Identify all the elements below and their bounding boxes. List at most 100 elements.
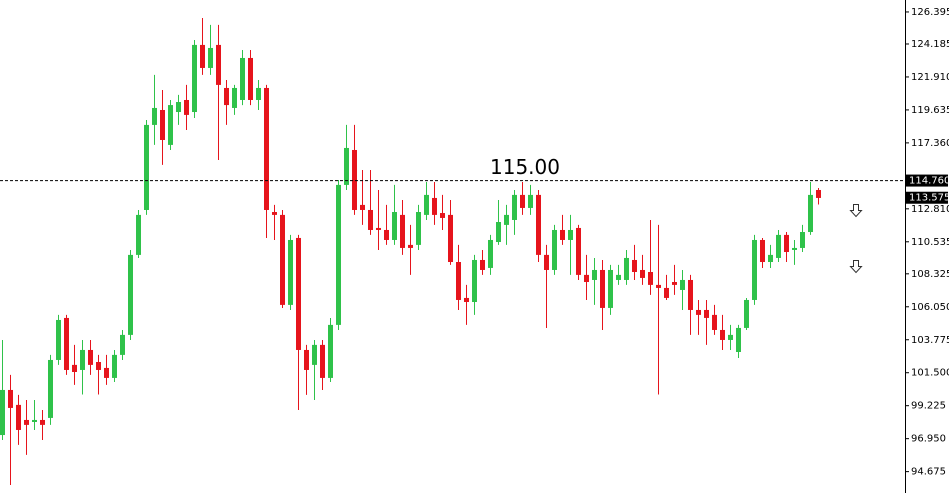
candle-body [320,344,325,378]
candle-body [544,254,549,270]
candle-body [688,279,693,310]
candle-body [696,309,701,315]
candle-body [352,149,357,210]
candle-body [480,259,485,270]
candle-body [280,214,285,305]
candle-body [712,314,717,330]
candle-body [48,359,53,418]
candle-body [672,282,677,285]
candle-body [560,229,565,240]
candle-body [384,229,389,240]
candle-body [360,204,365,210]
candle-body [72,364,77,372]
candle-body [760,239,765,263]
candle-body [232,87,237,108]
candle-body [440,213,445,218]
price-tag [906,174,948,187]
candle-body [224,87,229,106]
candle-body [536,194,541,255]
y-tick-label: 101.500 [911,368,949,379]
candle-body [792,247,797,250]
candle-body [800,232,805,248]
candle-body [40,419,45,425]
candle-body [472,259,477,303]
candle-body [720,329,725,340]
candle-body [640,269,645,278]
candle-body [96,361,101,370]
y-tick-label: 106.050 [911,302,949,313]
price-tag [906,191,948,204]
candle-body [528,194,533,208]
candle-body [176,102,181,113]
price-tag-label: 113.575 [909,193,949,204]
y-tick-label: 94.675 [911,467,946,478]
candle-body [144,124,149,210]
candle-body [16,404,21,430]
candle-body [272,212,277,215]
candle-body [392,212,397,240]
candle-body [8,389,13,408]
candle-body [328,324,333,378]
candle-body [296,237,301,350]
candle-body [568,229,573,240]
candle-body [400,214,405,248]
candle-body [304,349,309,370]
y-tick-label: 108.325 [911,269,949,280]
candle-body [0,389,5,436]
candle-body [216,44,221,85]
candle-body [192,44,197,113]
candle-body [496,222,501,243]
candle-body [552,229,557,270]
candle-body [608,269,613,308]
candle-body [24,419,29,425]
candle-body [504,214,509,225]
candle-body [488,239,493,268]
candle-body [432,197,437,215]
candle-body [456,262,461,300]
candle-body [112,354,117,378]
candle-body [288,239,293,305]
candle-body [208,47,213,68]
candle-body [680,279,685,290]
candle-body [168,105,173,145]
price-line-annotation: 115.00 [490,155,560,179]
candle-body [600,269,605,308]
candle-body [576,227,581,275]
candle-body [376,227,381,230]
candle-body [152,107,157,125]
candle-body [584,274,589,283]
candle-body [656,284,661,288]
candle-body [56,319,61,360]
price-tag-label: 114.760 [909,176,949,187]
y-tick-label: 99.225 [911,401,946,412]
y-tick-label: 112.810 [911,204,949,215]
candle-body [744,299,749,328]
candle-body [248,57,253,100]
candle-body [416,212,421,245]
candle-body [64,317,69,370]
candle-body [336,184,341,325]
signal-arrow [849,204,863,274]
candle-body [128,254,133,335]
candle-body [664,287,669,298]
candle-body [448,214,453,263]
candle-body [200,44,205,68]
candle-body [816,189,821,198]
candle-body [784,234,789,253]
candle-body [632,259,637,273]
candle-body [512,194,517,220]
candle-body [616,274,621,280]
candle-body [776,234,781,258]
candle-body [624,257,629,280]
candle-body [808,194,813,233]
y-tick-label: 121.910 [911,72,949,83]
candle-body [32,419,37,422]
candle-body [408,244,413,248]
candle-body [368,209,373,230]
candle-body [264,87,269,210]
candle-body [752,239,757,300]
y-tick-label: 126.395 [911,7,949,18]
y-tick-label: 119.635 [911,105,949,116]
candle-body [736,327,741,352]
